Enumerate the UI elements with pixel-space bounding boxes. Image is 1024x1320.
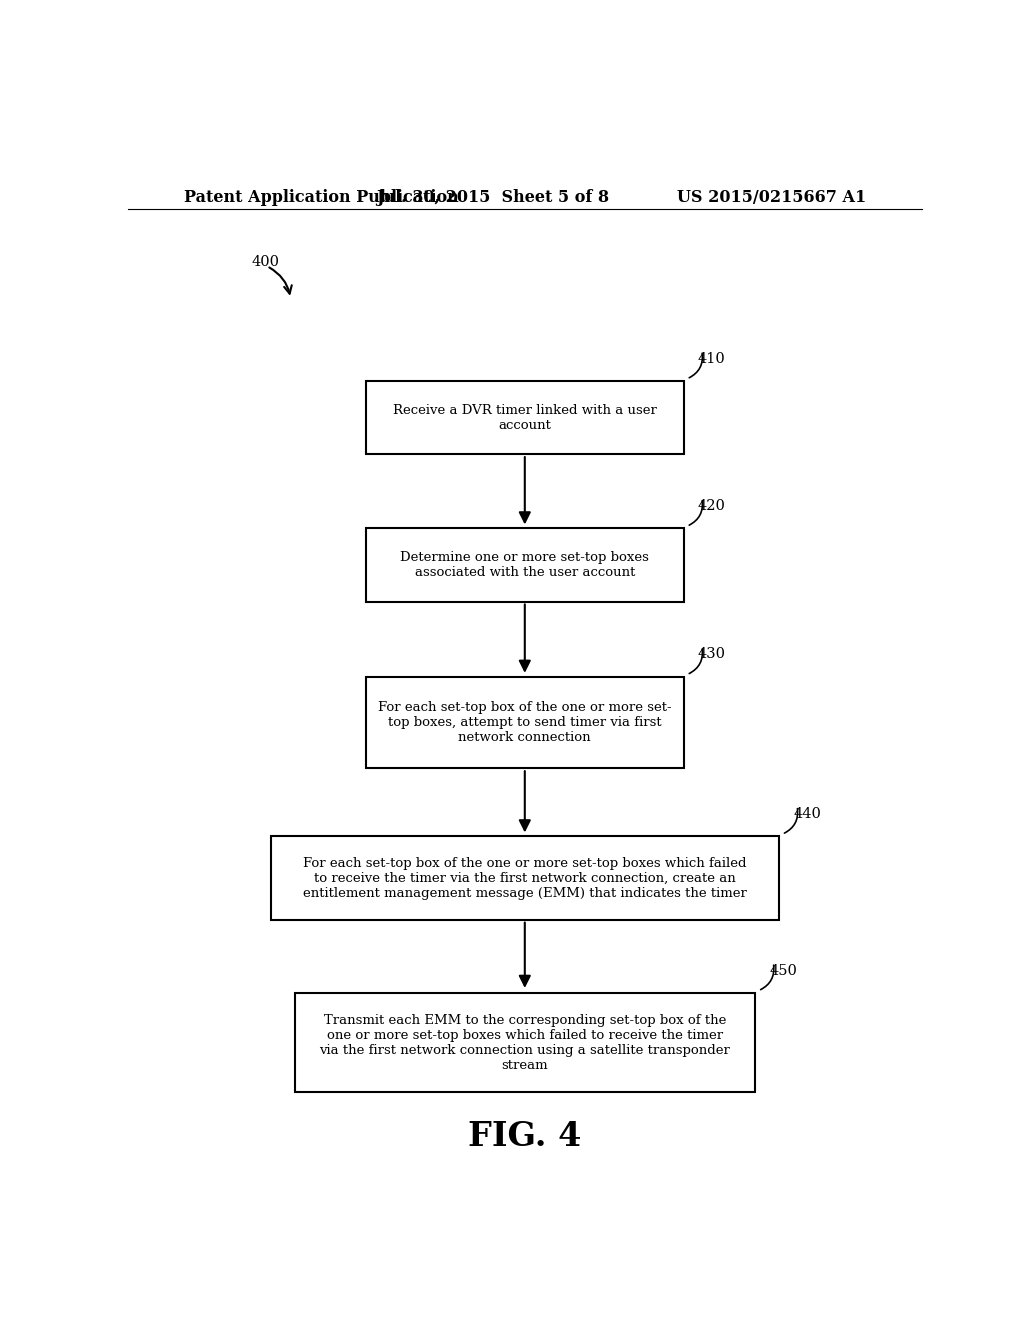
Text: Receive a DVR timer linked with a user
account: Receive a DVR timer linked with a user a… (393, 404, 656, 432)
Bar (270, 837, 779, 920)
Text: FIG. 4: FIG. 4 (468, 1119, 582, 1152)
Text: For each set-top box of the one or more set-top boxes which failed
to receive th: For each set-top box of the one or more … (303, 857, 746, 899)
Text: 400: 400 (251, 255, 279, 269)
Text: 440: 440 (793, 807, 821, 821)
Text: For each set-top box of the one or more set-
top boxes, attempt to send timer vi: For each set-top box of the one or more … (378, 701, 672, 744)
Text: Patent Application Publication: Patent Application Publication (183, 189, 459, 206)
Text: 430: 430 (697, 647, 726, 661)
Bar (367, 528, 684, 602)
Text: Transmit each EMM to the corresponding set-top box of the
one or more set-top bo: Transmit each EMM to the corresponding s… (319, 1014, 730, 1072)
Text: US 2015/0215667 A1: US 2015/0215667 A1 (677, 189, 866, 206)
Bar (367, 677, 684, 768)
Text: Determine one or more set-top boxes
associated with the user account: Determine one or more set-top boxes asso… (400, 550, 649, 579)
Bar (295, 993, 755, 1093)
Text: Jul. 30, 2015  Sheet 5 of 8: Jul. 30, 2015 Sheet 5 of 8 (377, 189, 609, 206)
Text: 420: 420 (697, 499, 726, 513)
Text: 450: 450 (769, 964, 797, 978)
Bar (367, 381, 684, 454)
Text: 410: 410 (697, 351, 726, 366)
